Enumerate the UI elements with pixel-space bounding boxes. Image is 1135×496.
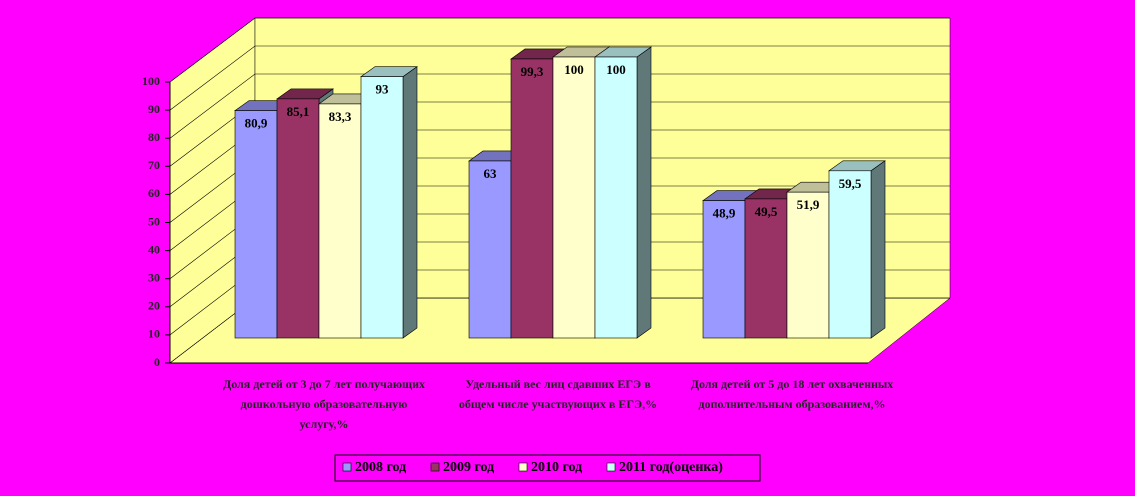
bar bbox=[234, 110, 278, 339]
bar-top-shade bbox=[595, 47, 651, 57]
y-tick-label: 30 bbox=[148, 270, 160, 284]
x-tick-label: Доля детей от 5 до 18 лет охваченных доп… bbox=[690, 377, 894, 411]
value-label: 93 bbox=[376, 82, 390, 97]
bar bbox=[276, 98, 320, 339]
x-tick-label: Доля детей от 3 до 7 лет получающих дошк… bbox=[222, 377, 426, 431]
legend-swatch bbox=[518, 462, 528, 472]
bar bbox=[702, 200, 746, 339]
y-tick-label: 0 bbox=[154, 355, 160, 369]
bar bbox=[510, 58, 554, 339]
bar bbox=[744, 198, 788, 339]
bar bbox=[360, 76, 404, 339]
y-tick-label: 90 bbox=[148, 102, 160, 116]
legend bbox=[334, 454, 761, 482]
bar-side bbox=[402, 66, 418, 339]
value-label: 49,5 bbox=[755, 204, 778, 219]
bar-top-shade bbox=[511, 48, 567, 59]
y-tick-label: 100 bbox=[142, 74, 160, 88]
y-tick-label: 80 bbox=[148, 130, 160, 144]
bar-top-shade bbox=[829, 160, 885, 171]
grid-line bbox=[169, 17, 950, 83]
bar bbox=[594, 56, 638, 339]
value-label: 83,3 bbox=[329, 109, 352, 124]
legend-label: 2011 год(оценка) bbox=[619, 460, 723, 475]
legend-label: 2010 год bbox=[531, 460, 582, 475]
bar bbox=[468, 160, 512, 339]
grid-line bbox=[169, 73, 950, 139]
value-label: 80,9 bbox=[245, 116, 268, 131]
y-tick-label: 40 bbox=[148, 242, 160, 256]
bar-side bbox=[870, 160, 886, 339]
bar bbox=[786, 191, 830, 339]
y-tick-label: 20 bbox=[148, 299, 160, 313]
bar-top-shade bbox=[277, 88, 333, 99]
legend-swatch bbox=[606, 462, 616, 472]
legend-label: 2009 год bbox=[443, 460, 494, 475]
bar bbox=[828, 170, 872, 339]
legend-label: 2008 год bbox=[355, 460, 406, 475]
value-label: 85,1 bbox=[287, 104, 310, 119]
y-tick-label: 70 bbox=[148, 158, 160, 172]
value-label: 99,3 bbox=[521, 64, 544, 79]
value-label: 48,9 bbox=[713, 206, 736, 221]
x-tick-label: Удельный вес лиц сдавших ЕГЭ в общем чис… bbox=[458, 377, 658, 411]
bar-top-shade bbox=[553, 47, 609, 57]
legend-swatch bbox=[430, 462, 440, 472]
legend-swatch bbox=[342, 462, 352, 472]
value-label: 100 bbox=[564, 62, 584, 77]
bar bbox=[552, 56, 596, 339]
value-label: 100 bbox=[606, 62, 626, 77]
y-tick-label: 60 bbox=[148, 186, 160, 200]
y-tick-label: 50 bbox=[148, 214, 160, 228]
grid-line bbox=[169, 45, 950, 111]
value-label: 51,9 bbox=[797, 197, 820, 212]
y-tick-label: 10 bbox=[148, 327, 160, 341]
bar-top-shade bbox=[703, 190, 759, 201]
value-label: 59,5 bbox=[839, 176, 862, 191]
bar-top-shade bbox=[361, 66, 417, 77]
value-label: 63 bbox=[484, 166, 498, 181]
bar-side bbox=[636, 46, 652, 339]
bar bbox=[318, 103, 362, 339]
